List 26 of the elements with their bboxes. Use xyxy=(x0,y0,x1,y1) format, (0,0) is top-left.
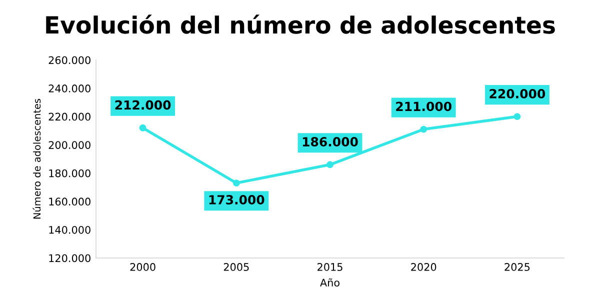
x-tick-label: 2005 xyxy=(224,263,249,271)
y-tick-label: 260.000 xyxy=(48,56,90,64)
x-tick-label: 2020 xyxy=(411,263,436,271)
y-tick-label: 120.000 xyxy=(49,254,90,262)
point xyxy=(514,113,521,120)
point xyxy=(232,180,240,187)
y-tick-label: 220.000 xyxy=(48,112,90,121)
y-tick-label: 200.000 xyxy=(48,141,90,149)
x-tick-label: 2000 xyxy=(130,263,156,271)
point xyxy=(420,126,428,133)
y-tick-label: 140.000 xyxy=(49,226,90,234)
y-tick-label: 240.000 xyxy=(48,84,90,92)
x-tick-label: 2025 xyxy=(504,263,530,271)
point xyxy=(139,124,146,132)
y-tick-label: 160.000 xyxy=(49,198,90,206)
data-label: 212.000 xyxy=(115,100,171,110)
data-label: 186.000 xyxy=(302,137,358,147)
data-label: 173.000 xyxy=(209,195,264,204)
data-label: 211.000 xyxy=(396,102,452,112)
y-axis-title: Número de adolescentes xyxy=(32,98,41,219)
x-tick-label: 2015 xyxy=(318,263,342,271)
x-axis-title: Año xyxy=(320,278,340,287)
y-tick-label: 180.000 xyxy=(49,169,90,178)
chart-title: Evolución del número de adolescentes xyxy=(46,14,555,34)
data-label: 220.000 xyxy=(490,88,546,98)
point xyxy=(326,161,334,168)
